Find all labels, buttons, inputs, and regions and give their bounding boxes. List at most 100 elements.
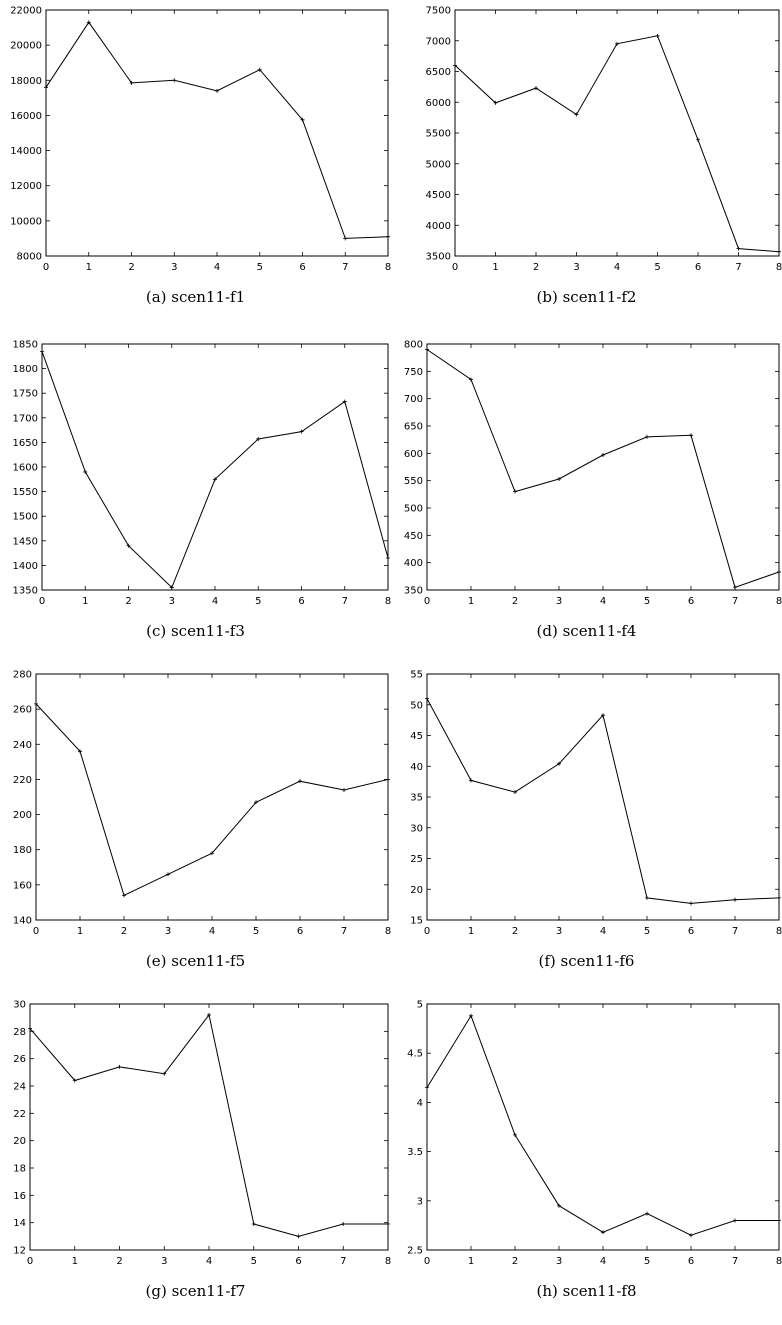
- x-tick-label: 8: [776, 596, 782, 607]
- x-tick-label: 4: [600, 926, 606, 937]
- data-point: [601, 1230, 605, 1235]
- data-point: [777, 249, 781, 254]
- x-tick-label: 7: [735, 262, 741, 273]
- data-point: [34, 701, 38, 706]
- x-tick-label: 5: [251, 1256, 257, 1267]
- data-point: [655, 33, 660, 38]
- x-tick-label: 7: [342, 596, 348, 607]
- series-line: [29, 1013, 388, 1237]
- y-tick-label: 5: [417, 1000, 423, 1011]
- x-tick-label: 4: [600, 596, 606, 607]
- chart-panel-d: 350 400 450 500 550 600 650 700 750 800 0 1 2 3 4 5 6 7 8 …: [391, 334, 782, 664]
- data-point: [513, 489, 517, 494]
- x-tick-label: 4: [214, 262, 220, 273]
- x-tick-label: 2: [128, 262, 134, 273]
- chart-panel-c: 1350 1400 1450 1500 1550 1600 1650 1700 1750 1800…: [0, 334, 392, 664]
- y-tick-label: 7500: [426, 6, 451, 17]
- chart-panel-f: 15 20 25 30 35 40 45 50 55 0 1 2 3 4 5 6 7 8 (f) scen11-f…: [391, 664, 782, 994]
- x-tick-label: 0: [424, 596, 430, 607]
- y-tick-label: 18000: [10, 76, 42, 87]
- chart-caption: (b) scen11-f2: [536, 288, 637, 306]
- chart-caption: (a) scen11-f1: [145, 288, 246, 306]
- y-tick-label: 14: [13, 1218, 26, 1229]
- x-tick-label: 6: [688, 926, 694, 937]
- y-tick-label: 4.5: [407, 1049, 423, 1060]
- y-tick-label: 16000: [10, 111, 42, 122]
- y-tick-label: 45: [410, 731, 423, 742]
- x-tick-label: 3: [556, 596, 562, 607]
- data-point: [469, 377, 473, 382]
- chart-caption: (e) scen11-f5: [145, 952, 246, 970]
- x-tick-label: 1: [468, 596, 474, 607]
- x-tick-label: 2: [121, 926, 127, 937]
- y-tick-label: 30: [410, 823, 423, 834]
- x-tick-label: 4: [206, 1256, 212, 1267]
- data-point: [386, 1222, 390, 1227]
- y-tick-label: 5000: [426, 159, 451, 170]
- data-point: [210, 851, 214, 856]
- plot-frame: [426, 673, 780, 921]
- series-line: [35, 703, 389, 897]
- x-tick-label: 3: [556, 1256, 562, 1267]
- x-tick-label: 2: [512, 1256, 518, 1267]
- chart-panel-h: 2.5 3 3.5 4 4.5 5 0 1 2 3 4 5 6 7 8 (h) scen11-f8: [391, 994, 782, 1324]
- y-tick-label: 10000: [10, 216, 42, 227]
- y-tick-label: 16: [13, 1191, 26, 1202]
- data-point: [425, 696, 429, 701]
- data-point: [736, 246, 741, 251]
- data-point: [166, 872, 170, 877]
- x-tick-label: 5: [255, 596, 261, 607]
- x-tick-label: 0: [424, 1256, 430, 1267]
- y-tick-label: 4: [417, 1098, 423, 1109]
- y-tick-label: 500: [404, 504, 423, 515]
- y-tick-label: 220: [13, 775, 32, 786]
- x-tick-label: 8: [776, 262, 782, 273]
- y-tick-label: 8000: [17, 252, 42, 263]
- x-tick-label: 2: [116, 1256, 122, 1267]
- y-tick-label: 20: [13, 1136, 26, 1147]
- data-point: [469, 1013, 473, 1018]
- data-point: [129, 80, 134, 85]
- y-tick-label: 260: [13, 705, 32, 716]
- y-tick-label: 12000: [10, 181, 42, 192]
- data-point: [300, 117, 305, 122]
- y-tick-label: 4500: [426, 190, 451, 201]
- y-tick-label: 350: [404, 586, 423, 597]
- y-tick-label: 750: [404, 367, 423, 378]
- data-point: [696, 137, 700, 142]
- line-chart: 350 400 450 500 550 600 650 700 750 800 0 1 2 3 4 5 6 7 8: [404, 340, 782, 608]
- y-tick-label: 800: [404, 340, 423, 351]
- chart-caption: (d) scen11-f4: [536, 622, 637, 640]
- x-tick-label: 7: [340, 1256, 346, 1267]
- data-point: [172, 78, 177, 83]
- x-tick-label: 0: [43, 262, 49, 273]
- data-point: [342, 787, 346, 792]
- chart-panel-b: 3500 4000 4500 5000 5500 6000 6500 7000 7500 0 1 2 3…: [391, 0, 782, 330]
- data-point: [733, 585, 737, 590]
- line-chart: 8000 10000 12000 14000 16000 18000 20000 22000 0…: [10, 6, 391, 274]
- data-point: [126, 543, 131, 548]
- y-tick-label: 4000: [426, 221, 451, 232]
- data-point: [257, 67, 262, 72]
- y-tick-label: 5500: [426, 129, 451, 140]
- y-tick-label: 400: [404, 558, 423, 569]
- x-tick-label: 3: [165, 926, 171, 937]
- y-tick-label: 30: [13, 1000, 26, 1011]
- data-point: [574, 112, 579, 117]
- y-tick-label: 140: [13, 916, 32, 927]
- chart-panel-a: 8000 10000 12000 14000 16000 18000 20000 22000 0…: [0, 0, 391, 330]
- line-chart: 140 160 180 200 220 240 260 280 0 1 2 3 4 5 6 7 8: [13, 670, 391, 938]
- series-line: [41, 351, 389, 589]
- line-chart: 2.5 3 3.5 4 4.5 5 0 1 2 3 4 5 6 7 8: [407, 1000, 782, 1268]
- y-tick-label: 1850: [13, 340, 38, 351]
- data-point: [386, 777, 390, 782]
- x-tick-label: 1: [468, 926, 474, 937]
- y-tick-label: 20: [410, 885, 423, 896]
- x-tick-label: 4: [209, 926, 215, 937]
- data-point: [645, 434, 649, 439]
- y-tick-label: 1600: [13, 463, 38, 474]
- y-tick-label: 35: [410, 793, 423, 804]
- x-tick-label: 2: [533, 262, 539, 273]
- x-tick-label: 3: [169, 596, 175, 607]
- y-tick-label: 3.5: [407, 1147, 423, 1158]
